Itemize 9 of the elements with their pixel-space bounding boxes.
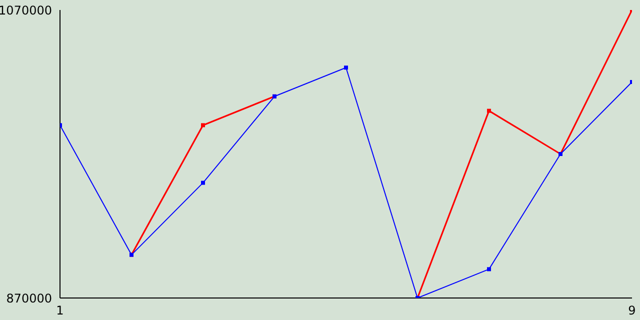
point [487,108,491,113]
x-tick-label: 9 [628,304,636,318]
point [487,267,491,272]
point [201,180,205,185]
point [344,66,348,70]
y-tick-label: 870000 [6,291,52,306]
point [201,123,205,128]
x-tick-label: 1 [56,304,64,318]
y-tick-label: 1070000 [0,3,52,18]
